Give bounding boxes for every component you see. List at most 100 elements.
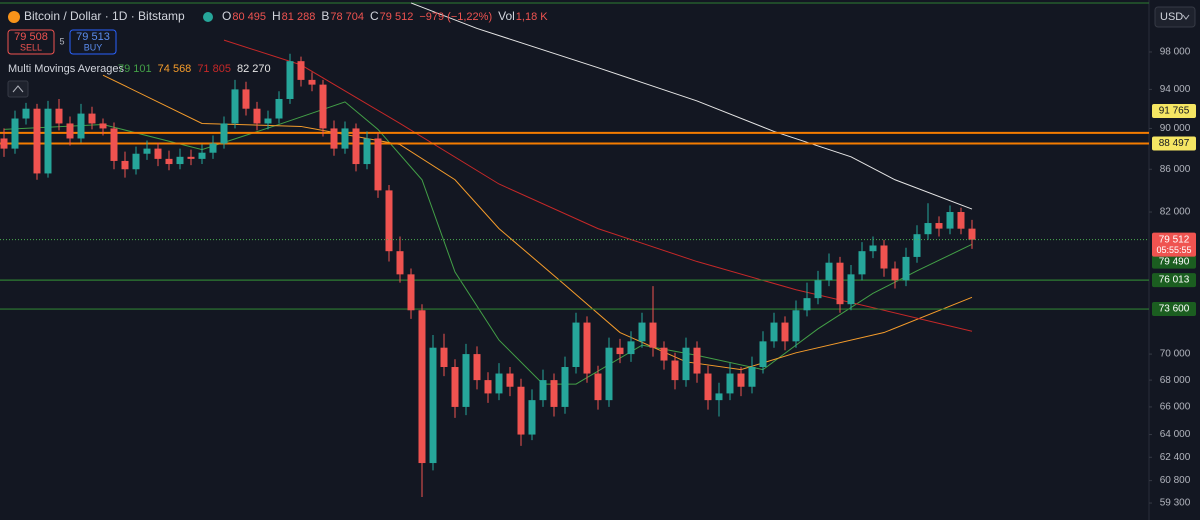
y-tick-label: 90 000	[1160, 123, 1191, 134]
y-tick-label: 94 000	[1160, 84, 1191, 95]
candle-body	[308, 79, 316, 85]
candle-body	[539, 380, 547, 401]
y-tick-label: 82 000	[1160, 207, 1191, 218]
candle-body	[748, 367, 756, 387]
candle-body	[638, 322, 646, 342]
candle-body	[165, 158, 173, 165]
candle-body	[693, 347, 701, 374]
candle-body	[440, 347, 448, 368]
y-tick-label: 98 000	[1160, 47, 1191, 58]
currency-dropdown[interactable]	[1154, 6, 1196, 28]
candle-body	[429, 347, 437, 464]
sell-price: 79 508	[14, 31, 48, 43]
dropdown-arrow	[1182, 14, 1190, 20]
buy-button[interactable]	[69, 29, 117, 55]
candle-body	[484, 380, 492, 394]
overlay: Bitcoin / Dollar · 1D · Bitstamp O 80 495…	[7, 6, 1196, 98]
candle-body	[220, 123, 228, 144]
indicator-value: 79 101	[118, 63, 152, 75]
plot: 98 000 94 000 90 000 86 000 82 000 70 000 68 0…	[0, 2, 1196, 509]
candle-body	[154, 148, 162, 159]
candle-body	[418, 310, 426, 464]
candle-body	[968, 228, 976, 240]
sell-button[interactable]	[7, 29, 55, 55]
status-dot	[203, 12, 213, 22]
countdown: 05:55:55	[1156, 245, 1191, 255]
candle-body	[759, 341, 767, 368]
candle-body	[528, 400, 536, 435]
collapse-button[interactable]	[7, 80, 29, 98]
y-tick-label: 60 800	[1160, 475, 1191, 486]
candle-body	[341, 128, 349, 149]
candle-body	[275, 98, 283, 119]
ohlc-value: 78 704	[330, 11, 364, 23]
candle-body	[33, 108, 41, 174]
collapse-icon	[12, 85, 24, 93]
candle-body	[682, 347, 690, 381]
candle-body	[110, 128, 118, 161]
change: −979 (−1,22%)	[419, 11, 492, 23]
candle-body	[187, 156, 195, 159]
candle-body	[22, 108, 30, 119]
indicator-name: Multi Movings Averages	[8, 63, 124, 75]
y-tick-label: 62 400	[1160, 452, 1191, 463]
ohlc-key: H	[272, 9, 281, 23]
ohlc-value: 80 495	[232, 11, 266, 23]
candle-body	[616, 347, 624, 355]
candle-body	[913, 234, 921, 257]
candle-body	[363, 138, 371, 165]
candle-body	[231, 89, 239, 124]
candle-body	[264, 118, 272, 124]
candle-body	[561, 367, 569, 407]
candle-body	[209, 143, 217, 153]
level-label: 73 600	[1159, 304, 1190, 315]
candle-body	[253, 108, 261, 124]
candle-body	[847, 274, 855, 305]
y-tick-label: 64 000	[1160, 429, 1191, 440]
candle-body	[517, 386, 525, 435]
candle-body	[132, 153, 140, 170]
candle-body	[583, 322, 591, 374]
candle-body	[814, 280, 822, 299]
candle-body	[704, 373, 712, 401]
candle-body	[407, 274, 415, 311]
level-badge	[1152, 273, 1196, 288]
ohlc-key: B	[321, 9, 329, 23]
level-badge	[1152, 136, 1196, 151]
symbol-icon	[8, 11, 20, 23]
candle-body	[495, 373, 503, 394]
candle-body	[715, 393, 723, 401]
candle-body	[660, 347, 668, 361]
y-tick-label: 68 000	[1160, 375, 1191, 386]
y-tick-label: 86 000	[1160, 164, 1191, 175]
candle-body	[176, 156, 184, 165]
candle-body	[473, 354, 481, 381]
buy-price: 79 513	[76, 31, 110, 43]
candle-body	[286, 61, 294, 99]
indicator-value: 71 805	[197, 63, 231, 75]
last-price-label: 79 512	[1159, 234, 1190, 245]
y-tick-label: 66 000	[1160, 402, 1191, 413]
candle-body	[869, 245, 877, 252]
ohlc-value: 81 288	[282, 11, 316, 23]
candle-body	[77, 113, 85, 139]
candle-body	[770, 322, 778, 342]
candle-body	[451, 367, 459, 407]
ohlc-key: C	[370, 9, 379, 23]
candle-body	[803, 298, 811, 311]
sell-label: SELL	[20, 42, 42, 52]
candle-body	[319, 84, 327, 129]
moving-average	[223, 39, 973, 332]
level-label: 76 013	[1159, 275, 1190, 286]
ohlc: O 80 495 H 81 288 B 78 704 C 79 512 −979 (−1,22%…	[222, 9, 548, 23]
currency: USD	[1160, 11, 1183, 23]
candle-body	[891, 268, 899, 281]
candle-body	[572, 322, 580, 368]
spread: 5	[59, 36, 64, 46]
candle-body	[836, 262, 844, 305]
symbol: Bitcoin / Dollar · 1D · Bitstamp	[24, 9, 185, 23]
candle-body	[0, 138, 8, 149]
candle-body	[726, 373, 734, 394]
